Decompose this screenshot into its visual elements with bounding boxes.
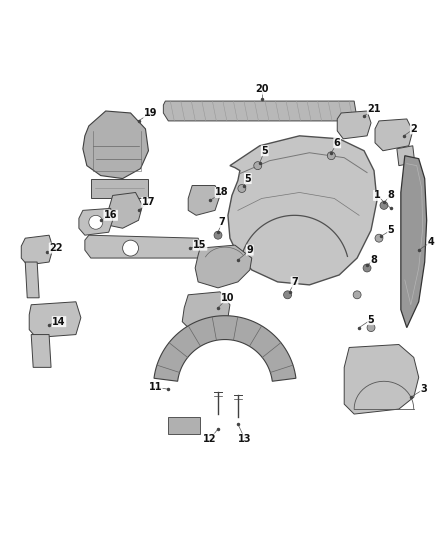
Text: 8: 8 [371, 255, 378, 265]
Circle shape [363, 264, 371, 272]
Text: 5: 5 [244, 174, 251, 183]
Polygon shape [195, 245, 252, 288]
Polygon shape [182, 292, 230, 329]
Polygon shape [397, 146, 415, 166]
Text: 13: 13 [238, 434, 251, 444]
Text: 10: 10 [221, 293, 235, 303]
Text: 1: 1 [374, 190, 380, 200]
Polygon shape [29, 302, 81, 337]
Text: 14: 14 [52, 317, 66, 327]
Text: 19: 19 [144, 108, 157, 118]
Polygon shape [91, 179, 148, 198]
Text: 4: 4 [427, 237, 434, 247]
Polygon shape [154, 316, 296, 381]
Text: 9: 9 [247, 245, 253, 255]
Circle shape [89, 215, 103, 229]
Circle shape [283, 291, 292, 299]
Text: 2: 2 [410, 124, 417, 134]
Text: 12: 12 [203, 434, 217, 444]
Circle shape [123, 240, 138, 256]
Polygon shape [375, 119, 413, 151]
Circle shape [327, 152, 335, 160]
Circle shape [380, 201, 388, 209]
Text: 16: 16 [104, 211, 117, 220]
Circle shape [375, 234, 383, 242]
Circle shape [254, 161, 262, 169]
Polygon shape [344, 344, 419, 414]
Polygon shape [85, 235, 202, 258]
Text: 8: 8 [388, 190, 394, 200]
Polygon shape [21, 235, 53, 265]
Text: 5: 5 [367, 314, 374, 325]
Polygon shape [337, 111, 371, 139]
Circle shape [214, 231, 222, 239]
Text: 11: 11 [148, 382, 162, 392]
Polygon shape [168, 417, 200, 434]
Text: 17: 17 [142, 197, 155, 207]
Polygon shape [31, 335, 51, 367]
Text: 15: 15 [193, 240, 207, 250]
Polygon shape [79, 208, 113, 235]
Circle shape [353, 291, 361, 299]
Text: 21: 21 [367, 104, 381, 114]
Polygon shape [107, 192, 142, 228]
Text: 7: 7 [291, 277, 298, 287]
Polygon shape [25, 262, 39, 298]
Text: 6: 6 [334, 138, 341, 148]
Text: 22: 22 [49, 243, 63, 253]
Polygon shape [83, 111, 148, 179]
Circle shape [238, 184, 246, 192]
Polygon shape [163, 101, 356, 121]
Text: 5: 5 [261, 146, 268, 156]
Text: 20: 20 [255, 84, 268, 94]
Text: 18: 18 [215, 188, 229, 197]
Text: 5: 5 [388, 225, 394, 235]
Polygon shape [188, 185, 220, 215]
Polygon shape [228, 136, 377, 285]
Text: 7: 7 [219, 217, 226, 227]
Text: 3: 3 [420, 384, 427, 394]
Circle shape [367, 324, 375, 332]
Polygon shape [401, 156, 427, 328]
